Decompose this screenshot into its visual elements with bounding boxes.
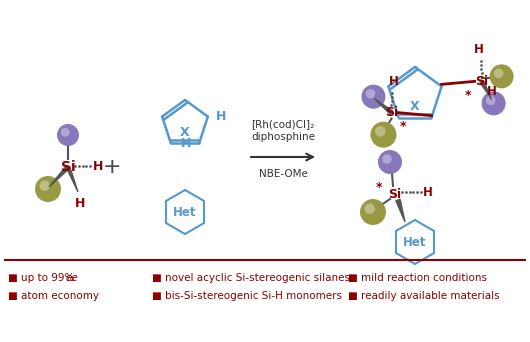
Text: Si: Si xyxy=(388,187,402,200)
Text: ■ mild reaction conditions: ■ mild reaction conditions xyxy=(348,273,487,283)
Circle shape xyxy=(360,199,386,225)
Polygon shape xyxy=(66,166,78,192)
Text: [Rh(cod)Cl]₂: [Rh(cod)Cl]₂ xyxy=(251,119,315,129)
Text: Si: Si xyxy=(385,106,398,119)
Text: X: X xyxy=(410,101,420,114)
Polygon shape xyxy=(396,199,405,222)
Circle shape xyxy=(57,124,79,146)
Text: H: H xyxy=(487,85,497,98)
Circle shape xyxy=(482,91,506,115)
Text: diphosphine: diphosphine xyxy=(251,132,315,142)
Text: H: H xyxy=(388,75,399,88)
Circle shape xyxy=(366,89,375,98)
Circle shape xyxy=(365,203,375,214)
Text: ■ atom economy: ■ atom economy xyxy=(8,291,99,301)
Circle shape xyxy=(375,126,385,136)
Text: H: H xyxy=(216,110,226,123)
Text: *: * xyxy=(376,182,382,195)
Circle shape xyxy=(486,95,496,105)
Text: *: * xyxy=(400,120,407,133)
Circle shape xyxy=(35,176,61,202)
Text: H: H xyxy=(423,185,433,198)
Circle shape xyxy=(361,85,385,109)
Text: +: + xyxy=(103,157,121,177)
Circle shape xyxy=(40,181,50,191)
Text: H: H xyxy=(75,197,85,210)
Text: Het: Het xyxy=(173,206,197,219)
Text: ■ readily available materials: ■ readily available materials xyxy=(348,291,500,301)
Circle shape xyxy=(382,154,392,164)
Text: Si: Si xyxy=(475,75,488,88)
Text: ■ up to 99%: ■ up to 99% xyxy=(8,273,77,283)
Text: H: H xyxy=(181,137,191,150)
Circle shape xyxy=(61,128,69,137)
Text: H: H xyxy=(93,159,103,172)
Text: ■ bis-Si-stereogenic Si-H monomers: ■ bis-Si-stereogenic Si-H monomers xyxy=(152,291,342,301)
Circle shape xyxy=(378,150,402,174)
Circle shape xyxy=(370,122,396,148)
Circle shape xyxy=(490,64,514,88)
Text: H: H xyxy=(474,43,483,56)
Text: X: X xyxy=(180,127,190,140)
Text: Si: Si xyxy=(61,160,75,174)
Polygon shape xyxy=(49,166,69,187)
Text: *: * xyxy=(464,89,471,102)
Polygon shape xyxy=(375,98,393,114)
Polygon shape xyxy=(480,80,492,99)
Text: ee: ee xyxy=(66,273,79,283)
Text: Het: Het xyxy=(403,236,427,249)
Circle shape xyxy=(494,68,504,78)
Text: NBE-OMe: NBE-OMe xyxy=(259,169,307,179)
Text: ■ novel acyclic Si-stereogenic silanes: ■ novel acyclic Si-stereogenic silanes xyxy=(152,273,350,283)
